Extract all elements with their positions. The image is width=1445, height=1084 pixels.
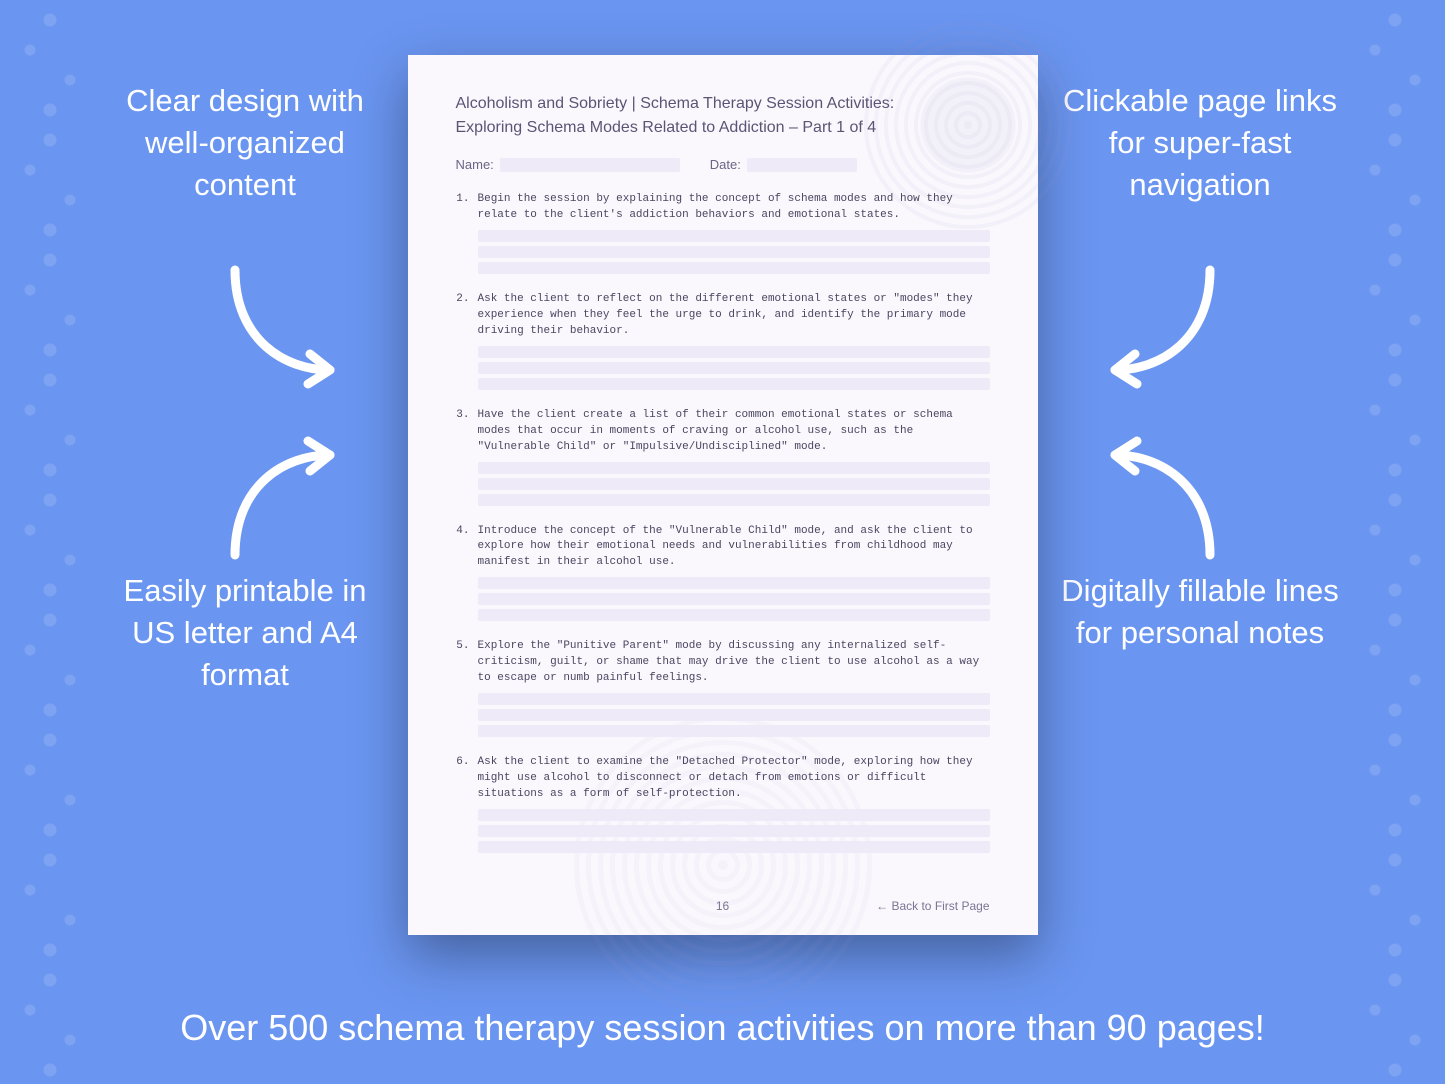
fillable-line[interactable]: [478, 246, 990, 258]
page-title: Alcoholism and Sobriety | Schema Therapy…: [456, 95, 990, 113]
fillable-lines[interactable]: [478, 809, 990, 853]
fillable-line[interactable]: [478, 494, 990, 506]
activity-list: 1.Begin the session by explaining the co…: [456, 192, 990, 853]
fillable-line[interactable]: [478, 230, 990, 242]
name-fill-line[interactable]: [500, 158, 680, 172]
activity-text: Ask the client to examine the "Detached …: [478, 755, 990, 803]
activity-item: 1.Begin the session by explaining the co…: [456, 192, 990, 224]
fillable-line[interactable]: [478, 378, 990, 390]
fillable-lines[interactable]: [478, 462, 990, 506]
feature-top-right: Clickable page links for super-fast navi…: [1060, 80, 1340, 206]
worksheet-page: Alcoholism and Sobriety | Schema Therapy…: [408, 55, 1038, 935]
activity-text: Introduce the concept of the "Vulnerable…: [478, 524, 990, 572]
fillable-line[interactable]: [478, 825, 990, 837]
activity-item: 3.Have the client create a list of their…: [456, 408, 990, 456]
activity-number: 5.: [456, 639, 470, 687]
fillable-lines[interactable]: [478, 693, 990, 737]
fillable-line[interactable]: [478, 609, 990, 621]
fillable-line[interactable]: [478, 362, 990, 374]
activity-number: 2.: [456, 292, 470, 340]
name-field: Name:: [456, 157, 680, 172]
decorative-vine-right: [1355, 0, 1435, 1084]
fillable-line[interactable]: [478, 841, 990, 853]
activity-text: Have the client create a list of their c…: [478, 408, 990, 456]
fillable-line[interactable]: [478, 346, 990, 358]
activity-text: Ask the client to reflect on the differe…: [478, 292, 990, 340]
activity-item: 2.Ask the client to reflect on the diffe…: [456, 292, 990, 340]
activity-number: 3.: [456, 408, 470, 456]
bottom-tagline: Over 500 schema therapy session activiti…: [0, 1007, 1445, 1049]
activity-item: 5.Explore the "Punitive Parent" mode by …: [456, 639, 990, 687]
activity-number: 6.: [456, 755, 470, 803]
fillable-line[interactable]: [478, 709, 990, 721]
feature-bottom-left: Easily printable in US letter and A4 for…: [105, 570, 385, 696]
name-label: Name:: [456, 157, 494, 172]
arrow-bottom-left-icon: [215, 425, 355, 565]
feature-top-left: Clear design with well-organized content: [105, 80, 385, 206]
fillable-line[interactable]: [478, 725, 990, 737]
fillable-line[interactable]: [478, 693, 990, 705]
date-label: Date:: [710, 157, 741, 172]
fillable-lines[interactable]: [478, 346, 990, 390]
activity-item: 4.Introduce the concept of the "Vulnerab…: [456, 524, 990, 572]
fillable-line[interactable]: [478, 577, 990, 589]
date-field: Date:: [710, 157, 857, 172]
arrow-top-left-icon: [215, 260, 355, 400]
page-number: 16: [716, 899, 729, 913]
activity-item: 6.Ask the client to examine the "Detache…: [456, 755, 990, 803]
fillable-line[interactable]: [478, 593, 990, 605]
page-footer: 16 ← Back to First Page: [456, 899, 990, 913]
fillable-line[interactable]: [478, 462, 990, 474]
back-to-first-page-link[interactable]: ← Back to First Page: [876, 899, 989, 913]
fillable-line[interactable]: [478, 262, 990, 274]
activity-number: 4.: [456, 524, 470, 572]
decorative-vine-left: [10, 0, 90, 1084]
arrow-bottom-right-icon: [1090, 425, 1230, 565]
activity-text: Explore the "Punitive Parent" mode by di…: [478, 639, 990, 687]
activity-number: 1.: [456, 192, 470, 224]
page-subtitle: Exploring Schema Modes Related to Addict…: [456, 119, 990, 137]
fillable-lines[interactable]: [478, 230, 990, 274]
meta-row: Name: Date:: [456, 157, 990, 172]
fillable-line[interactable]: [478, 809, 990, 821]
date-fill-line[interactable]: [747, 158, 857, 172]
arrow-top-right-icon: [1090, 260, 1230, 400]
fillable-lines[interactable]: [478, 577, 990, 621]
fillable-line[interactable]: [478, 478, 990, 490]
feature-bottom-right: Digitally fillable lines for personal no…: [1060, 570, 1340, 654]
activity-text: Begin the session by explaining the conc…: [478, 192, 990, 224]
